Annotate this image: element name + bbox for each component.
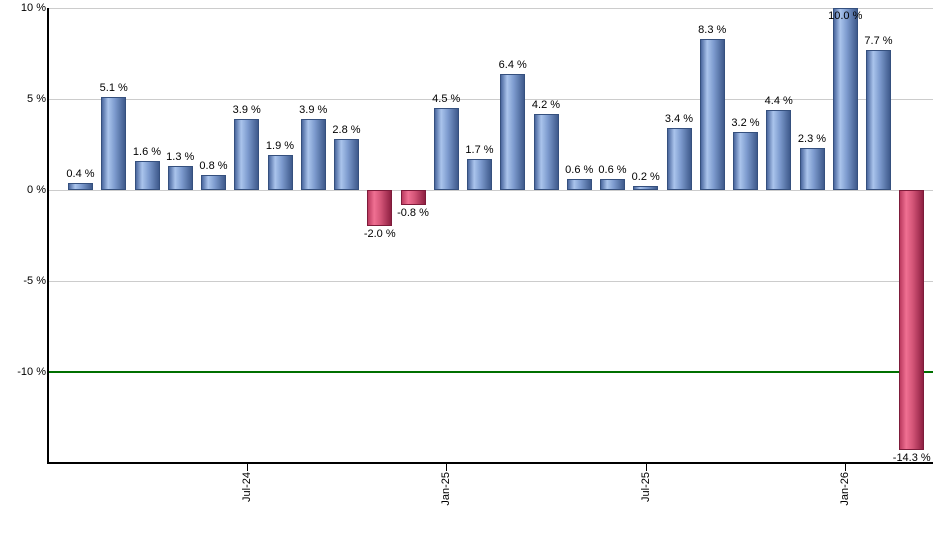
bar-value-label: 1.3 % bbox=[166, 151, 195, 164]
y-axis-line bbox=[47, 8, 49, 463]
bar bbox=[733, 131, 758, 190]
y-axis-tick-label: 10 % bbox=[20, 2, 46, 14]
x-axis-tick bbox=[246, 462, 248, 471]
bar-value-label: 1.9 % bbox=[265, 140, 295, 153]
bar-value-label: 4.5 % bbox=[432, 93, 461, 106]
bar bbox=[267, 155, 293, 190]
x-axis-tick bbox=[645, 462, 647, 471]
gridline bbox=[49, 190, 933, 191]
bar-value-label: 7.7 % bbox=[864, 34, 893, 47]
x-axis-tick bbox=[446, 462, 448, 471]
bar bbox=[832, 8, 858, 190]
bar-value-label: 2.3 % bbox=[797, 133, 827, 146]
bar-value-label: -14.3 % bbox=[892, 452, 931, 465]
bar bbox=[433, 108, 459, 190]
bar-value-label: 5.1 % bbox=[99, 82, 128, 95]
bar bbox=[899, 190, 925, 451]
bar-value-label: 0.4 % bbox=[66, 167, 95, 180]
bar bbox=[500, 73, 526, 190]
bar bbox=[666, 128, 692, 190]
y-axis-tick-label: 0 % bbox=[27, 184, 46, 196]
y-axis-tick-label: -5 % bbox=[23, 275, 46, 287]
bar bbox=[367, 190, 393, 227]
bar bbox=[766, 109, 792, 190]
bar bbox=[799, 148, 825, 190]
bar-value-label: 4.2 % bbox=[531, 98, 561, 111]
bar-value-label: 3.9 % bbox=[232, 104, 261, 117]
bar bbox=[68, 182, 93, 190]
bar bbox=[234, 119, 260, 190]
bar-value-label: -0.8 % bbox=[397, 206, 429, 219]
bar bbox=[167, 166, 193, 190]
bar bbox=[699, 38, 725, 190]
bar-value-label: 0.6 % bbox=[565, 164, 594, 177]
bar-value-label: 2.8 % bbox=[332, 124, 361, 137]
reference-line bbox=[49, 371, 933, 373]
bar bbox=[866, 49, 891, 190]
bar bbox=[533, 113, 559, 190]
x-axis-tick-label: Jul-24 bbox=[240, 472, 253, 502]
bar bbox=[101, 97, 127, 190]
bar bbox=[300, 119, 326, 190]
x-axis-tick-label: Jan-25 bbox=[440, 472, 453, 506]
bar bbox=[134, 160, 160, 190]
bar-value-label: 3.9 % bbox=[299, 104, 328, 117]
bar bbox=[334, 139, 359, 190]
gridline bbox=[49, 281, 933, 282]
bar-value-label: 0.6 % bbox=[598, 164, 627, 177]
x-axis-tick bbox=[845, 462, 847, 471]
bar-value-label: 3.4 % bbox=[664, 113, 694, 126]
bar bbox=[600, 179, 625, 190]
x-axis-line bbox=[47, 462, 933, 464]
bar-value-label: 10.0 % bbox=[828, 10, 863, 22]
x-axis-tick-label: Jan-26 bbox=[839, 472, 852, 506]
y-axis-tick-label: -10 % bbox=[17, 366, 46, 378]
gridline bbox=[49, 8, 933, 9]
bar-value-label: 1.6 % bbox=[132, 145, 162, 158]
bar-value-label: -2.0 % bbox=[363, 228, 396, 241]
bar bbox=[633, 186, 659, 190]
bar-value-label: 0.8 % bbox=[199, 160, 228, 173]
gridline bbox=[49, 99, 933, 100]
y-axis-tick-label: 5 % bbox=[27, 93, 46, 105]
bar-value-label: 3.2 % bbox=[731, 116, 760, 129]
bar bbox=[467, 159, 492, 190]
bar bbox=[201, 175, 226, 190]
bar-value-label: 4.4 % bbox=[764, 94, 793, 107]
bar-value-label: 0.2 % bbox=[631, 171, 660, 184]
bar-value-label: 1.7 % bbox=[465, 144, 494, 157]
bar-value-label: 8.3 % bbox=[698, 23, 727, 36]
bar bbox=[400, 190, 426, 205]
bar-value-label: 6.4 % bbox=[498, 58, 527, 71]
x-axis-tick-label: Jul-25 bbox=[639, 472, 652, 502]
bar bbox=[566, 179, 592, 190]
